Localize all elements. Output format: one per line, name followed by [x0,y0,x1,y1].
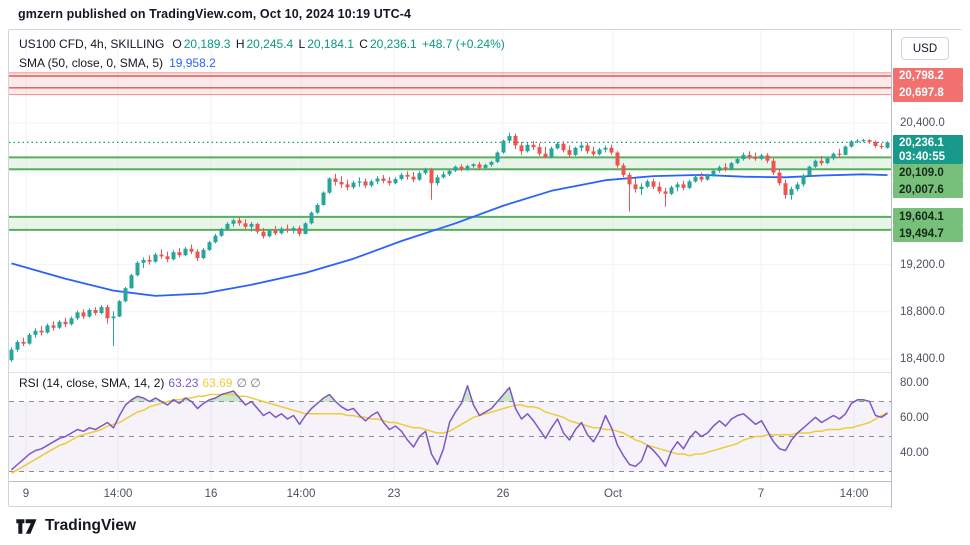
price-label-text: 20,697.8 [899,87,944,99]
rsi-empty-values: ∅ ∅ [236,376,261,390]
sma-label: SMA (50, close, 0, SMA, 5) [19,56,164,70]
change-value: +48.7 (+0.24%) [422,37,505,51]
time-axis-label: 7 [757,488,765,500]
price-axis-label: 20,798.2 [893,67,963,85]
time-axis-label: 14:00 [839,488,869,500]
current-price-label: 20,236.1 03:40:55 [893,135,963,165]
price-label-text: 20,109.0 [899,166,944,179]
footer: TradingView [14,513,136,539]
price-label-text: 19,200.0 [900,258,945,271]
price-label-text: 20,798.2 [899,70,944,82]
price-axis-label: 20,697.8 [893,84,963,102]
price-axis-label: 20,007.6 [893,181,963,199]
price-label-text: 20,236.1 [899,136,944,149]
rsi-axis-label: 80.00 [900,377,929,389]
rsi-legend[interactable]: RSI (14, close, SMA, 14, 2) 63.23 63.69 ∅ ∅ [19,376,265,390]
price-axis-label: 20,400.0 [892,115,964,131]
open-letter: O [172,37,182,51]
rsi-label: RSI (14, close, SMA, 14, 2) [19,376,165,390]
rsi-axis-label: 60.00 [900,412,929,424]
symbol-ohlc-row: US100 CFD, 4h, SKILLING O 20,189.3 H 20,245… [19,35,507,54]
price-axis[interactable]: USD 20,798.2 20,697.8 20,400.0 20,236.1 03:4… [891,30,963,508]
time-axis-label: 9 [22,488,30,500]
chart-widget: US100 CFD, 4h, SKILLING O 20,189.3 H 20,245… [8,29,963,508]
close-value: 20,236.1 [369,37,417,51]
open-value: 20,189.3 [183,37,231,51]
close-letter: C [359,37,368,51]
currency-toggle-button[interactable]: USD [901,37,949,60]
sma-row: SMA (50, close, 0, SMA, 5) 19,958.2 [19,54,507,73]
price-axis-label: 19,200.0 [892,257,964,273]
price-label-text: 18,400.0 [900,353,945,365]
price-axis-label: 19,604.1 [893,208,963,226]
main-price-pane[interactable]: US100 CFD, 4h, SKILLING O 20,189.3 H 20,245… [9,30,891,372]
attribution-text: gmzern published on TradingView.com, Oct… [18,7,412,21]
time-axis-label: 14:00 [103,488,133,500]
low-value: 20,184.1 [307,37,354,51]
time-axis-label: 26 [496,488,510,500]
rsi-value: 63.23 [168,376,199,390]
time-axis-label: 14:00 [286,488,316,500]
tradingview-brand-text[interactable]: TradingView [45,517,137,534]
tradingview-logo-icon[interactable] [14,516,38,537]
price-label-text: 19,604.1 [899,210,944,223]
chart-legend[interactable]: US100 CFD, 4h, SKILLING O 20,189.3 H 20,245… [19,35,507,73]
main-chart-canvas[interactable] [9,30,891,372]
price-axis-label: 18,400.0 [892,351,964,367]
high-letter: H [235,37,245,51]
time-axis-label: 16 [204,488,218,500]
price-label-text: 20,400.0 [900,117,945,129]
rsi-pane[interactable]: RSI (14, close, SMA, 14, 2) 63.23 63.69 ∅ ∅ [9,372,891,481]
symbol-title: US100 CFD, 4h, SKILLING [19,37,165,51]
high-value: 20,245.4 [246,37,294,51]
low-letter: L [298,37,306,51]
time-axis-label: 23 [387,488,401,500]
time-axis[interactable]: 9 14:00 16 14:00 23 26 Oct 7 14:00 [9,481,891,508]
price-axis-label: 19,494.7 [893,225,963,243]
price-label-text: 18,800.0 [900,305,945,318]
bar-countdown: 03:40:55 [899,150,946,163]
time-axis-label: Oct [604,488,622,500]
price-axis-label: 20,109.0 [893,164,963,182]
rsi-axis-label: 40.00 [900,447,929,459]
sma-value: 19,958.2 [169,56,216,70]
price-label-text: 19,494.7 [899,227,944,240]
price-axis-label: 18,800.0 [892,304,964,320]
price-label-text: 20,007.6 [899,183,944,196]
rsi-signal-value: 63.69 [202,376,233,390]
rsi-chart-canvas[interactable] [9,373,891,481]
